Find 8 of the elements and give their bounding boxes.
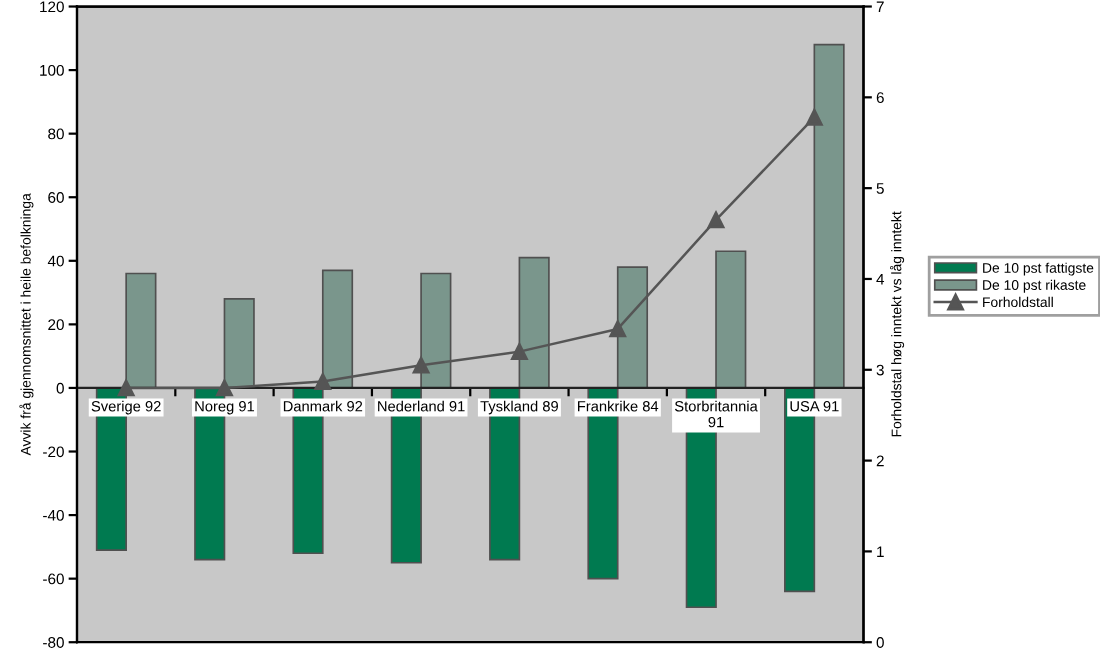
point <box>511 343 528 360</box>
point <box>707 211 725 229</box>
point <box>609 320 627 338</box>
point <box>117 379 135 397</box>
point <box>314 373 332 390</box>
point <box>412 356 430 374</box>
point <box>806 108 823 126</box>
point <box>216 379 233 397</box>
